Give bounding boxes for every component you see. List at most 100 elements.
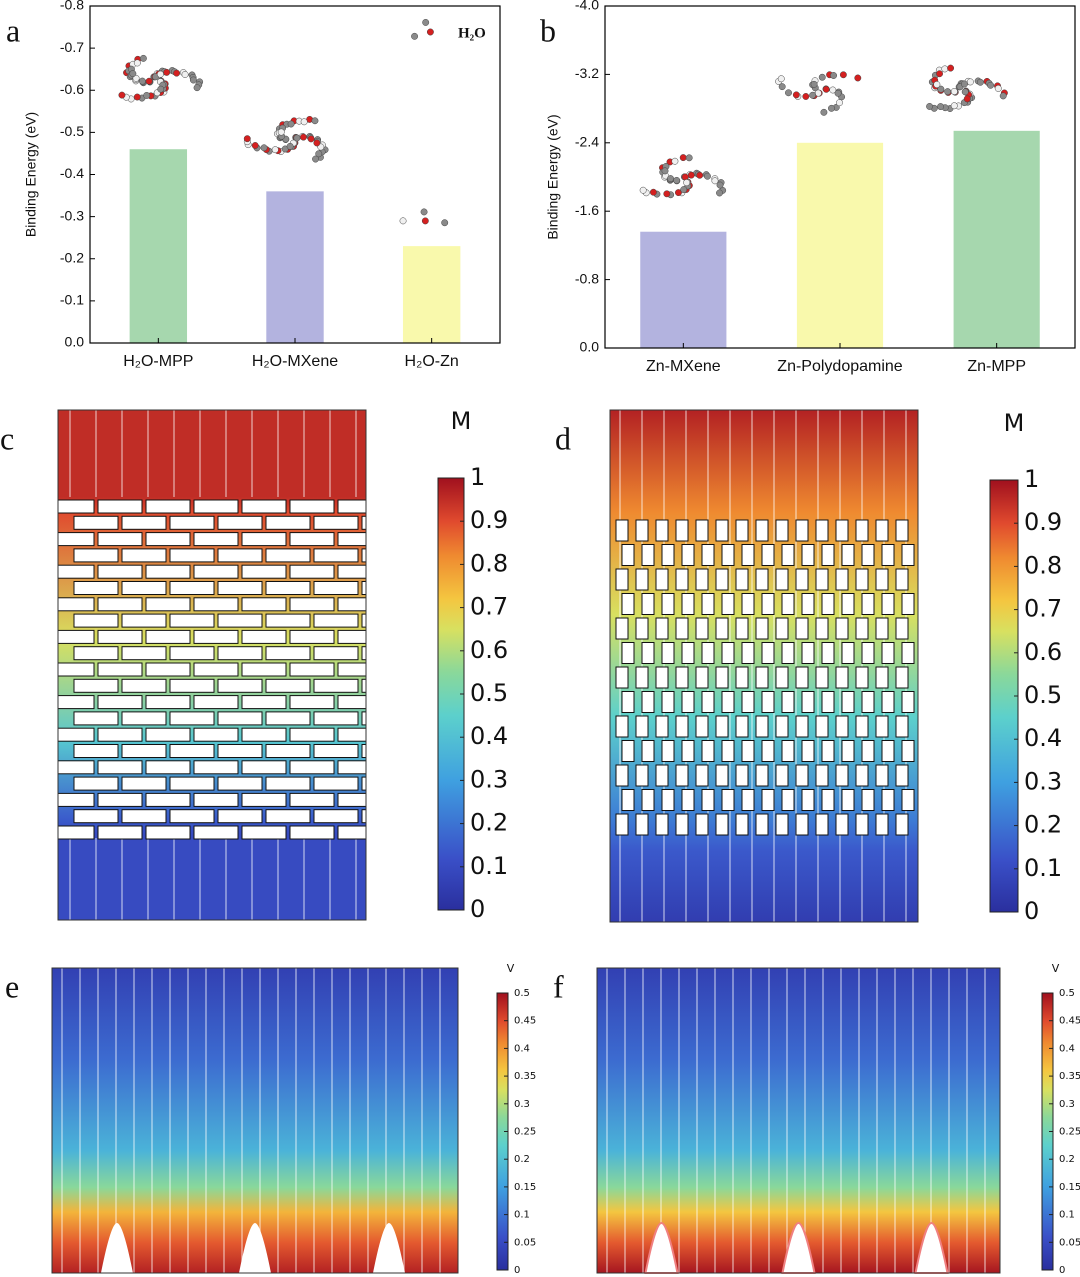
brick [313, 646, 359, 661]
brick [241, 564, 287, 579]
pore-wall [855, 813, 869, 836]
pore-wall [695, 715, 709, 738]
brick [289, 727, 335, 742]
colorbar-tick-label: 0.25 [1059, 1127, 1080, 1138]
brick [121, 613, 167, 628]
pore-wall [795, 764, 809, 787]
brick [361, 581, 367, 595]
brick [265, 776, 311, 791]
molecule-atom [777, 75, 785, 83]
pore-wall [775, 764, 789, 787]
pore-wall [841, 593, 855, 615]
molecule-atom [950, 88, 958, 95]
brick [337, 629, 367, 644]
brick [97, 499, 143, 514]
y-axis-label: Binding Energy (eV) [545, 114, 561, 239]
field [52, 968, 458, 1273]
pore-wall [755, 568, 769, 591]
brick [337, 727, 367, 742]
pore-wall [661, 544, 675, 566]
pore-wall [901, 740, 915, 762]
colorbar-tick-label: 0.6 [470, 636, 508, 664]
brick [57, 792, 95, 807]
brick [289, 792, 335, 807]
brick [193, 499, 239, 514]
pore-wall [715, 666, 729, 689]
brick [217, 744, 263, 758]
panel-label: a [6, 12, 20, 48]
pore-wall [801, 691, 815, 713]
pore-wall [675, 666, 689, 689]
pore-wall [881, 789, 895, 811]
molecule-atom [810, 80, 818, 88]
molecule-atom [716, 181, 724, 189]
molecule-atom [287, 120, 295, 128]
molecule-atom [399, 217, 407, 225]
pore-wall [675, 617, 689, 640]
pore-wall [795, 715, 809, 738]
y-tick-label: -0.1 [60, 292, 84, 308]
pore-wall [735, 617, 749, 640]
brick [169, 646, 215, 661]
brick [145, 629, 191, 644]
colorbar-tick-label: 0.2 [514, 1154, 530, 1165]
colorbar-tick-label: 0.5 [470, 679, 508, 707]
molecule-atom [830, 72, 838, 79]
pore-wall [895, 666, 909, 689]
zn-bump [100, 1223, 133, 1273]
pore-wall [815, 813, 829, 836]
brick [169, 581, 215, 595]
pore-wall [861, 593, 875, 615]
brick [73, 809, 119, 824]
brick [73, 613, 119, 628]
pore-wall [635, 813, 649, 836]
pore-wall [781, 740, 795, 762]
brick [145, 792, 191, 807]
pore-wall [815, 568, 829, 591]
pore-wall [775, 715, 789, 738]
pore-wall [635, 715, 649, 738]
pore-wall [855, 764, 869, 787]
pore-wall [661, 740, 675, 762]
x-tick-label: H₂O-MPP [123, 353, 193, 370]
brick [361, 776, 367, 791]
molecule-atom [963, 95, 971, 103]
y-tick-label: -0.8 [60, 0, 84, 13]
pore-wall [801, 789, 815, 811]
colorbar-tick-label: 0.1 [470, 852, 508, 880]
pore-wall [695, 519, 709, 542]
brick [73, 646, 119, 661]
pore-wall [781, 691, 795, 713]
colorbar-tick-label: 0.35 [514, 1071, 536, 1082]
brick [121, 515, 167, 530]
brick [217, 548, 263, 563]
brick [313, 581, 359, 595]
pore-wall [855, 617, 869, 640]
colorbar-tick-label: 0 [1059, 1265, 1065, 1276]
pore-wall [635, 568, 649, 591]
colorbar-tick-label: 0.3 [514, 1099, 530, 1110]
brick [193, 727, 239, 742]
colorbar-tick-label: 0 [514, 1265, 520, 1276]
brick [361, 515, 367, 530]
field-frame [57, 409, 367, 921]
brick [241, 597, 287, 612]
colorbar-tick-label: 0.8 [470, 549, 508, 577]
x-tick-label: H₂O-MXene [252, 353, 338, 370]
pore-wall [615, 519, 629, 542]
brick [241, 825, 287, 840]
colorbar-tick-label: 0.4 [470, 722, 508, 750]
pore-wall [675, 764, 689, 787]
y-tick-label: -0.4 [60, 165, 84, 181]
brick [265, 581, 311, 595]
brick [337, 825, 367, 840]
pore-wall [615, 568, 629, 591]
pore-wall [675, 519, 689, 542]
brick [145, 499, 191, 514]
molecule-atom [667, 175, 674, 183]
brick [313, 548, 359, 563]
pore-wall [675, 715, 689, 738]
colorbar-tick-label: 0.4 [1059, 1043, 1075, 1054]
pore-wall [895, 568, 909, 591]
colorbar-tick-label: 0.3 [1059, 1099, 1075, 1110]
